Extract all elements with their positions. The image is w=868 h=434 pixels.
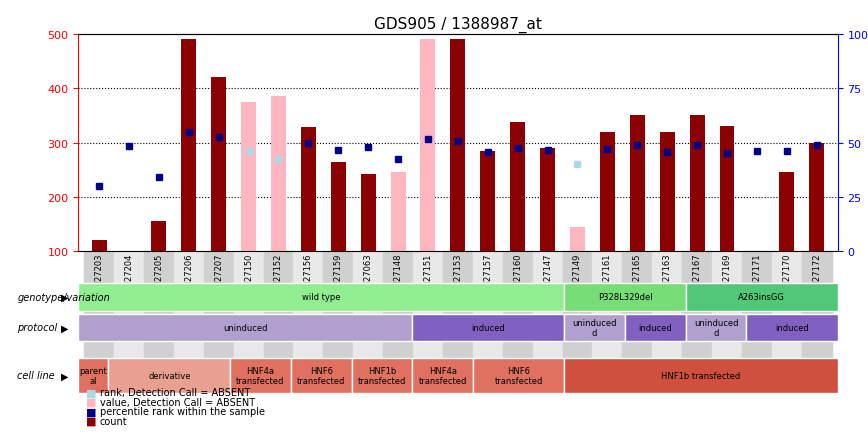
Bar <box>181 40 196 252</box>
Text: wild type: wild type <box>302 293 340 302</box>
Text: HNF1b
transfected: HNF1b transfected <box>358 366 406 385</box>
Text: ▶: ▶ <box>62 293 69 302</box>
Text: induced: induced <box>775 323 809 332</box>
Bar <box>204 252 233 360</box>
Bar <box>323 252 353 360</box>
Bar <box>144 252 174 360</box>
Bar <box>682 252 712 360</box>
Bar <box>443 252 473 360</box>
Bar <box>151 222 167 252</box>
Text: rank, Detection Call = ABSENT: rank, Detection Call = ABSENT <box>100 388 250 397</box>
Text: ■: ■ <box>86 416 96 426</box>
Text: derivative: derivative <box>148 371 190 380</box>
Bar <box>383 252 413 360</box>
Bar <box>233 252 264 360</box>
Text: genotype/variation: genotype/variation <box>17 293 110 302</box>
Bar <box>331 162 345 252</box>
Bar <box>361 174 376 252</box>
Bar <box>742 252 772 360</box>
Bar <box>689 116 705 252</box>
FancyBboxPatch shape <box>625 314 686 341</box>
Bar <box>779 173 794 252</box>
Bar <box>92 241 107 252</box>
Bar <box>211 78 227 252</box>
Bar <box>622 252 652 360</box>
FancyBboxPatch shape <box>412 358 473 393</box>
Bar <box>510 122 525 252</box>
Bar <box>720 127 734 252</box>
Bar <box>652 252 682 360</box>
Text: ▶: ▶ <box>62 323 69 332</box>
Text: parent
al: parent al <box>80 366 107 385</box>
Text: HNF6
transfected: HNF6 transfected <box>297 366 345 385</box>
FancyBboxPatch shape <box>564 358 838 393</box>
Bar <box>712 252 742 360</box>
FancyBboxPatch shape <box>412 314 564 341</box>
Text: ■: ■ <box>86 388 96 397</box>
Bar <box>174 252 204 360</box>
Bar <box>540 148 555 252</box>
Bar <box>480 151 496 252</box>
Text: protocol: protocol <box>17 323 57 332</box>
Bar <box>353 252 383 360</box>
Text: uninduced
d: uninduced d <box>694 318 739 337</box>
Bar <box>630 116 645 252</box>
Text: ■: ■ <box>86 397 96 407</box>
Text: HNF4a
transfected: HNF4a transfected <box>418 366 467 385</box>
Bar <box>301 128 316 252</box>
Bar <box>503 252 533 360</box>
FancyBboxPatch shape <box>108 358 230 393</box>
FancyBboxPatch shape <box>230 358 291 393</box>
Text: uninduced
d: uninduced d <box>572 318 617 337</box>
Title: GDS905 / 1388987_at: GDS905 / 1388987_at <box>374 17 542 33</box>
FancyBboxPatch shape <box>78 314 412 341</box>
Bar <box>420 40 436 252</box>
FancyBboxPatch shape <box>686 314 746 341</box>
Bar <box>241 102 256 252</box>
FancyBboxPatch shape <box>473 358 564 393</box>
Bar <box>293 252 323 360</box>
Bar <box>473 252 503 360</box>
FancyBboxPatch shape <box>564 284 686 311</box>
Bar <box>570 227 585 252</box>
Text: induced: induced <box>471 323 505 332</box>
Bar <box>562 252 593 360</box>
Bar <box>264 252 293 360</box>
FancyBboxPatch shape <box>564 314 625 341</box>
Bar <box>271 97 286 252</box>
Bar <box>114 252 144 360</box>
Bar <box>593 252 622 360</box>
Bar <box>660 132 674 252</box>
Bar <box>84 252 114 360</box>
Bar <box>772 252 802 360</box>
Text: HNF1b transfected: HNF1b transfected <box>661 371 740 380</box>
Bar <box>533 252 562 360</box>
Bar <box>391 173 405 252</box>
FancyBboxPatch shape <box>686 284 838 311</box>
Text: ■: ■ <box>86 407 96 416</box>
FancyBboxPatch shape <box>78 284 564 311</box>
Text: value, Detection Call = ABSENT: value, Detection Call = ABSENT <box>100 397 255 407</box>
FancyBboxPatch shape <box>352 358 412 393</box>
Text: ▶: ▶ <box>62 371 69 380</box>
Text: HNF4a
transfected: HNF4a transfected <box>236 366 285 385</box>
Text: A263insGG: A263insGG <box>738 293 786 302</box>
Bar <box>802 252 832 360</box>
Text: uninduced: uninduced <box>223 323 267 332</box>
FancyBboxPatch shape <box>746 314 838 341</box>
Text: percentile rank within the sample: percentile rank within the sample <box>100 407 265 416</box>
Bar <box>450 40 465 252</box>
Bar <box>809 143 824 252</box>
Text: P328L329del: P328L329del <box>598 293 652 302</box>
Bar <box>413 252 443 360</box>
Text: count: count <box>100 416 128 426</box>
FancyBboxPatch shape <box>291 358 352 393</box>
Text: induced: induced <box>639 323 672 332</box>
Text: HNF6
transfected: HNF6 transfected <box>495 366 542 385</box>
Text: cell line: cell line <box>17 371 55 380</box>
Bar <box>600 132 615 252</box>
FancyBboxPatch shape <box>78 358 108 393</box>
